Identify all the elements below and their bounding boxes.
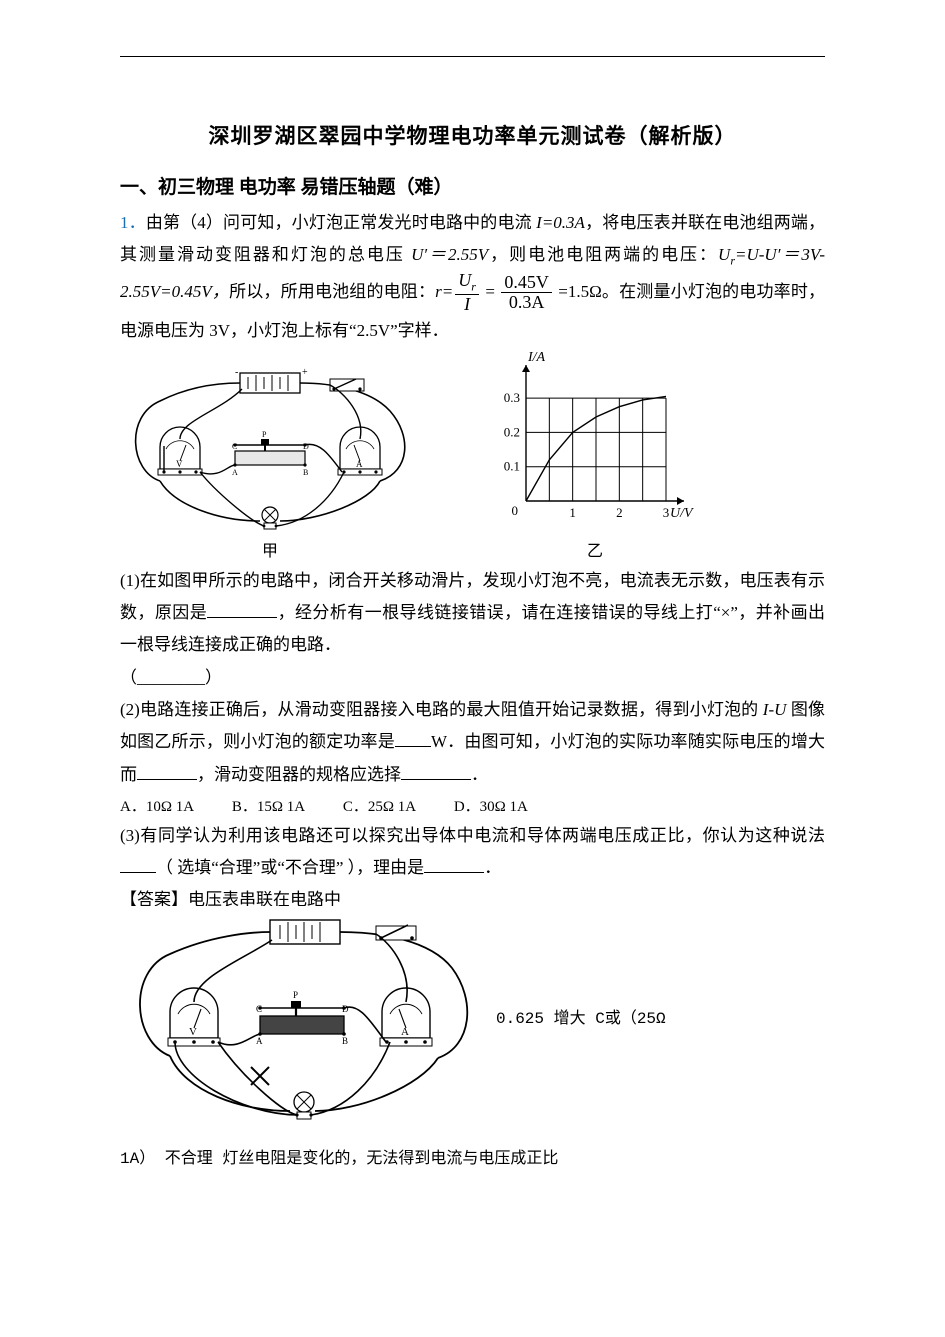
svg-text:0.1: 0.1 [504,459,520,474]
svg-text:-: - [235,367,238,378]
blank-3[interactable] [137,762,197,780]
svg-text:0.2: 0.2 [504,424,520,439]
q1-I-eq: I=0.3A [536,213,585,232]
blank-4[interactable] [401,762,471,780]
sub1-paren: （________） [120,662,825,694]
caption-right: 乙 [480,537,710,561]
frac1-den: I [455,295,479,314]
svg-text:B: B [303,468,308,477]
frac2-num: 0.45V [501,273,552,293]
svg-text:+: + [302,367,308,378]
svg-text:P: P [293,990,298,1000]
page: 深圳罗湖区翠园中学物理电功率单元测试卷（解析版） 一、初三物理 电功率 易错压轴… [0,0,945,1337]
opt-d[interactable]: D．30Ω 1A [454,799,528,815]
doc-title: 深圳罗湖区翠园中学物理电功率单元测试卷（解析版） [120,120,825,150]
q1-Uprime-eq: U′＝2.55V [411,245,488,264]
figure-chart: 0 1 2 3 0.1 0.2 0.3 I/A U/V 乙 [480,351,710,561]
svg-text:3: 3 [663,505,670,520]
svg-text:0.3: 0.3 [504,390,520,405]
svg-text:B: B [342,1036,348,1046]
svg-text:U/V: U/V [670,506,694,521]
section-heading: 一、初三物理 电功率 易错压轴题（难） [120,172,825,199]
sub1: (1)在如图甲所示的电路中，闭合开关移动滑片，发现小灯泡不亮，电流表无示数，电压… [120,565,825,662]
q1-number: 1． [120,213,146,232]
sub2-d: ，滑动变阻器的规格应选择 [197,765,401,784]
sub2-p: ． [471,765,488,784]
iu-chart: 0 1 2 3 0.1 0.2 0.3 I/A U/V [480,351,710,531]
circuit-svg-1: - + V [120,361,420,531]
sub2: (2)电路连接正确后，从滑动变阻器接入电路的最大阻值开始记录数据，得到小灯泡的 … [120,694,825,791]
answer-2: 0.625 增大 C或（25Ω [496,1004,666,1028]
blank-2[interactable] [395,729,431,747]
q1-text-d: 所以，所用电池组的电阻： [229,282,435,301]
answer-row: V A C [120,906,825,1126]
svg-text:1: 1 [569,505,576,520]
q1-text-a: 由第（4）问可知，小灯泡正常发光时电路中的电流 [146,213,536,232]
answer-3: 1A） 不合理 灯丝电阻是变化的，无法得到电流与电压成正比 [120,1144,825,1168]
q1-r-lhs: r= [435,282,453,301]
svg-text:0: 0 [512,503,519,518]
sub2-iu: I-U [763,700,787,719]
blank-5[interactable] [120,855,156,873]
figure-circuit-1: - + V [120,361,420,561]
svg-text:V: V [176,459,183,469]
top-rule [120,56,825,57]
svg-text:A: A [356,459,363,469]
svg-text:A: A [232,468,238,477]
caption-left: 甲 [120,537,420,561]
circuit-svg-2: V A C [120,906,480,1126]
blank-1[interactable] [207,600,277,618]
svg-text:2: 2 [616,505,623,520]
frac-1: UrI [455,271,479,313]
figure-circuit-2: V A C [120,906,480,1126]
q1-text-c: ，则电池电阻两端的电压： [488,245,718,264]
sub3-b: （ 选填“合理”或“不合理” ），理由是 [156,858,424,877]
sub3: (3)有同学认为利用该电路还可以探究出导体中电流和导体两端电压成正比，你认为这种… [120,820,825,885]
svg-text:A: A [401,1026,409,1038]
opt-a[interactable]: A．10Ω 1A [120,799,194,815]
blank-6[interactable] [424,855,484,873]
sub2-w: W． [431,732,464,751]
sub3-p: ． [484,858,501,877]
q1-r-result: =1.5Ω。 [554,282,619,301]
opt-c[interactable]: C．25Ω 1A [343,799,416,815]
svg-text:I/A: I/A [527,351,546,365]
opt-b[interactable]: B．15Ω 1A [232,799,305,815]
svg-text:P: P [262,430,267,439]
sub2-a: (2)电路连接正确后，从滑动变阻器接入电路的最大阻值开始记录数据，得到小灯泡的 [120,700,763,719]
frac2-den: 0.3A [501,293,552,312]
q1-intro: 1．由第（4）问可知，小灯泡正常发光时电路中的电流 I=0.3A，将电压表并联在… [120,207,825,347]
svg-text:V: V [189,1026,197,1038]
eq-mid: = [481,282,499,301]
options-row: A．10Ω 1A B．15Ω 1A C．25Ω 1A D．30Ω 1A [120,795,825,816]
figures-row: - + V [120,351,825,561]
svg-text:D: D [303,442,309,451]
sub3-a: (3)有同学认为利用该电路还可以探究出导体中电流和导体两端电压成正比，你认为这种… [120,826,825,845]
svg-text:A: A [256,1036,263,1046]
frac-2: 0.45V0.3A [501,273,552,312]
